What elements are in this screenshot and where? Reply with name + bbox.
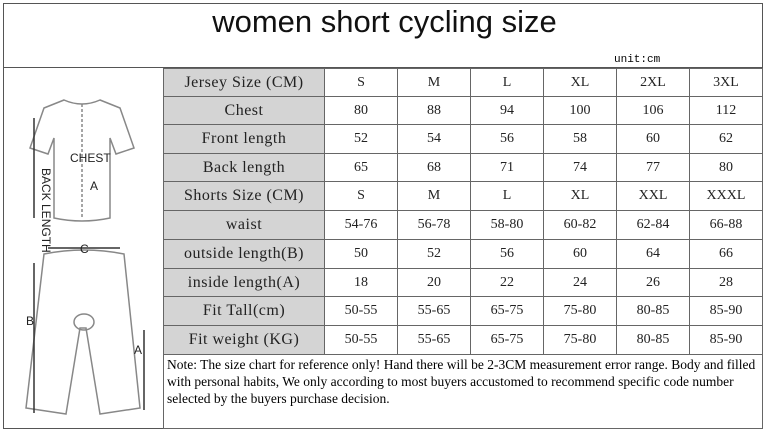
table-row: outside length(B) 50 52 56 60 64 66 bbox=[163, 239, 763, 269]
row-label: inside length(A) bbox=[163, 268, 325, 297]
cell: 50-55 bbox=[324, 325, 398, 355]
garment-figure: CHEST BACK LENGTH A C B A bbox=[25, 99, 145, 415]
cell: 20 bbox=[397, 268, 471, 297]
cell: 88 bbox=[397, 96, 471, 125]
cell: 58 bbox=[543, 124, 617, 154]
cell: 26 bbox=[616, 268, 690, 297]
cell: 62-84 bbox=[616, 210, 690, 240]
cell: 60 bbox=[543, 239, 617, 269]
row-label: Front length bbox=[163, 124, 325, 154]
cell: 56 bbox=[470, 124, 544, 154]
table-row: Chest 80 88 94 100 106 112 bbox=[163, 96, 763, 125]
cell: 64 bbox=[616, 239, 690, 269]
row-label: Fit Tall(cm) bbox=[163, 296, 325, 326]
cell: M bbox=[397, 68, 471, 97]
cell: 55-65 bbox=[397, 325, 471, 355]
figure-label: A bbox=[134, 343, 142, 357]
cell: 68 bbox=[397, 153, 471, 182]
title: women short cycling size bbox=[212, 4, 557, 39]
row-label: Back length bbox=[163, 153, 325, 182]
table-row: Back length 65 68 71 74 77 80 bbox=[163, 153, 763, 182]
cell: 80 bbox=[324, 96, 398, 125]
cell: 52 bbox=[324, 124, 398, 154]
cell: 66 bbox=[689, 239, 763, 269]
figure-label: CHEST bbox=[70, 151, 111, 165]
cell: 54 bbox=[397, 124, 471, 154]
cell: 28 bbox=[689, 268, 763, 297]
table-row: Fit weight (KG) 50-55 55-65 65-75 75-80 80-85… bbox=[163, 325, 763, 355]
note: Note: The size chart for reference only!… bbox=[163, 354, 763, 429]
cell: 62 bbox=[689, 124, 763, 154]
cell: 85-90 bbox=[689, 325, 763, 355]
cell: S bbox=[324, 181, 398, 211]
cell: S bbox=[324, 68, 398, 97]
cell: 65-75 bbox=[470, 296, 544, 326]
cell: 74 bbox=[543, 153, 617, 182]
table-row: Front length 52 54 56 58 60 62 bbox=[163, 124, 763, 154]
cell: 60 bbox=[616, 124, 690, 154]
row-label: waist bbox=[163, 210, 325, 240]
cell: 18 bbox=[324, 268, 398, 297]
cell: 77 bbox=[616, 153, 690, 182]
row-label: outside length(B) bbox=[163, 239, 325, 269]
cell: XXXL bbox=[689, 181, 763, 211]
cell: 52 bbox=[397, 239, 471, 269]
cell: M bbox=[397, 181, 471, 211]
cell: L bbox=[470, 181, 544, 211]
row-label: Chest bbox=[163, 96, 325, 125]
cell: 66-88 bbox=[689, 210, 763, 240]
cell: 65-75 bbox=[470, 325, 544, 355]
table-row: Fit Tall(cm) 50-55 55-65 65-75 75-80 80-85 85-… bbox=[163, 296, 763, 326]
cell: 2XL bbox=[616, 68, 690, 97]
table-row: Shorts Size (CM) S M L XL XXL XXXL bbox=[163, 181, 763, 211]
cell: 100 bbox=[543, 96, 617, 125]
cell: 71 bbox=[470, 153, 544, 182]
unit: unit:cm bbox=[614, 54, 661, 66]
cell: 80 bbox=[689, 153, 763, 182]
size-table: Jersey Size (CM) S M L XL 2XL 3XL Chest 80 88 94 10… bbox=[163, 68, 763, 355]
divider bbox=[3, 67, 763, 68]
figure-label: BACK LENGTH bbox=[39, 168, 53, 253]
figure-label: B bbox=[26, 314, 34, 328]
cell: 75-80 bbox=[543, 325, 617, 355]
table-row: inside length(A) 18 20 22 24 26 28 bbox=[163, 268, 763, 297]
row-label: Shorts Size (CM) bbox=[163, 181, 325, 211]
table-row: Jersey Size (CM) S M L XL 2XL 3XL bbox=[163, 68, 763, 97]
cell: 94 bbox=[470, 96, 544, 125]
cell: 50 bbox=[324, 239, 398, 269]
row-label: Jersey Size (CM) bbox=[163, 68, 325, 97]
cell: 75-80 bbox=[543, 296, 617, 326]
cell: 112 bbox=[689, 96, 763, 125]
cell: 80-85 bbox=[616, 325, 690, 355]
figure-label: A bbox=[90, 179, 98, 193]
cell: 22 bbox=[470, 268, 544, 297]
cell: 58-80 bbox=[470, 210, 544, 240]
cell: 55-65 bbox=[397, 296, 471, 326]
cell: XXL bbox=[616, 181, 690, 211]
cell: L bbox=[470, 68, 544, 97]
cell: 80-85 bbox=[616, 296, 690, 326]
cell: 54-76 bbox=[324, 210, 398, 240]
cell: 50-55 bbox=[324, 296, 398, 326]
table-row: waist 54-76 56-78 58-80 60-82 62-84 66-88 bbox=[163, 210, 763, 240]
cell: 56-78 bbox=[397, 210, 471, 240]
cell: 24 bbox=[543, 268, 617, 297]
row-label: Fit weight (KG) bbox=[163, 325, 325, 355]
cell: 60-82 bbox=[543, 210, 617, 240]
cell: XL bbox=[543, 181, 617, 211]
cell: 56 bbox=[470, 239, 544, 269]
cell: 3XL bbox=[689, 68, 763, 97]
cell: 85-90 bbox=[689, 296, 763, 326]
cell: 106 bbox=[616, 96, 690, 125]
cell: XL bbox=[543, 68, 617, 97]
cell: 65 bbox=[324, 153, 398, 182]
figure-label: C bbox=[80, 242, 89, 256]
